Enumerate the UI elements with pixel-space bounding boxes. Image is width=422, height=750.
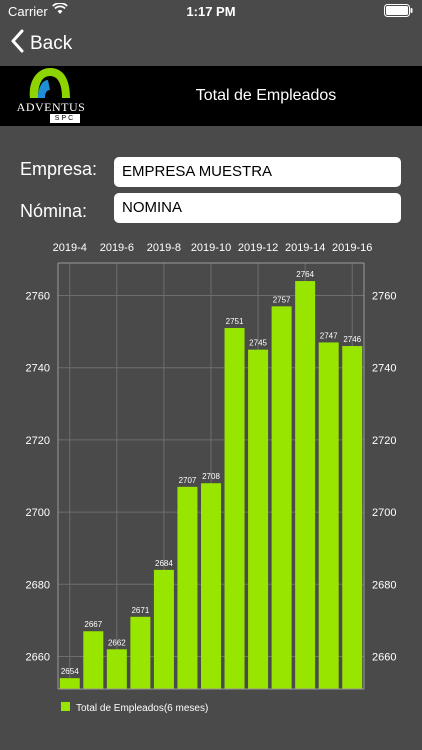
y-tick-label-right: 2660 bbox=[372, 652, 396, 664]
chart-bars bbox=[59, 281, 363, 689]
bar-2019-15 bbox=[318, 342, 339, 689]
adventus-logo: ADVENTUS SPC bbox=[12, 66, 90, 126]
bar-value-label: 2684 bbox=[155, 559, 173, 568]
bar-value-label: 2751 bbox=[226, 317, 244, 326]
bar-2019-5 bbox=[83, 631, 104, 689]
bar-2019-11 bbox=[224, 327, 245, 689]
battery-icon bbox=[384, 4, 414, 20]
y-tick-label-left: 2680 bbox=[26, 579, 50, 591]
back-label: Back bbox=[30, 33, 73, 54]
bar-value-label: 2757 bbox=[273, 295, 291, 304]
x-tick-label: 2019-10 bbox=[191, 242, 231, 254]
y-tick-label-left: 2720 bbox=[26, 435, 50, 447]
bar-value-label: 2745 bbox=[249, 339, 267, 348]
bar-value-label: 2764 bbox=[296, 270, 314, 279]
empresa-field[interactable]: EMPRESA MUESTRA bbox=[114, 157, 401, 187]
bar-2019-12 bbox=[248, 349, 269, 689]
status-bar: Carrier 1:17 PM bbox=[0, 0, 422, 22]
page-title: Total de Empleados bbox=[195, 87, 337, 104]
bar-value-label: 2746 bbox=[343, 335, 361, 344]
bar-value-label: 2747 bbox=[320, 331, 338, 340]
chart-axes bbox=[57, 262, 365, 690]
x-tick-label: 2019-6 bbox=[100, 242, 134, 254]
bar-2019-7 bbox=[130, 616, 151, 689]
carrier-label: Carrier bbox=[8, 4, 48, 19]
logo-subtext: SPC bbox=[50, 114, 80, 123]
back-button[interactable]: Back bbox=[10, 29, 73, 59]
x-tick-label: 2019-4 bbox=[53, 242, 87, 254]
logo-text: ADVENTUS bbox=[16, 100, 86, 114]
bar-2019-8 bbox=[153, 569, 174, 689]
x-tick-label: 2019-12 bbox=[238, 242, 278, 254]
x-tick-label: 2019-14 bbox=[285, 242, 325, 254]
y-tick-label-right: 2740 bbox=[372, 363, 396, 375]
y-tick-label-left: 2740 bbox=[26, 363, 50, 375]
y-tick-label-left: 2660 bbox=[26, 652, 50, 664]
app-header: ADVENTUS SPC Total de Empleados bbox=[0, 66, 422, 126]
y-tick-label-right: 2700 bbox=[372, 507, 396, 519]
empresa-label: Empresa: bbox=[20, 159, 98, 179]
chart-legend: Total de Empleados(6 meses) bbox=[61, 702, 208, 714]
chevron-left-icon bbox=[10, 29, 30, 59]
y-tick-label-right: 2680 bbox=[372, 579, 396, 591]
x-tick-label: 2019-16 bbox=[332, 242, 372, 254]
bar-2019-16 bbox=[342, 346, 363, 689]
bar-value-label: 2671 bbox=[131, 606, 149, 615]
bar-value-label: 2654 bbox=[61, 667, 79, 676]
bar-2019-13 bbox=[271, 306, 292, 689]
clock-time: 1:17 PM bbox=[186, 4, 236, 19]
bar-value-label: 2707 bbox=[179, 476, 197, 485]
wifi-icon bbox=[52, 2, 68, 18]
legend-label: Total de Empleados(6 meses) bbox=[76, 703, 208, 714]
employees-bar-chart: 2660 2660 2680 2680 2700 2700 2720 2720 2740 2740… bbox=[26, 242, 397, 714]
y-tick-label-left: 2760 bbox=[26, 290, 50, 302]
bar-2019-4 bbox=[59, 678, 80, 689]
nomina-label: Nómina: bbox=[20, 201, 88, 221]
bar-value-label: 2662 bbox=[108, 638, 126, 647]
x-tick-label: 2019-8 bbox=[147, 242, 181, 254]
y-tick-label-right: 2720 bbox=[372, 435, 396, 447]
navigation-bar: Back bbox=[0, 22, 422, 66]
bar-2019-6 bbox=[106, 649, 127, 689]
nomina-field[interactable]: NOMINA bbox=[114, 193, 401, 223]
bar-2019-10 bbox=[200, 483, 222, 689]
bar-value-label: 2667 bbox=[84, 620, 102, 629]
legend-swatch bbox=[61, 702, 70, 711]
bar-value-label: 2708 bbox=[202, 472, 220, 481]
y-tick-label-right: 2760 bbox=[372, 290, 396, 302]
y-tick-label-left: 2700 bbox=[26, 507, 50, 519]
bar-2019-9 bbox=[177, 486, 198, 689]
bar-2019-14 bbox=[295, 281, 316, 689]
chart-labels: 2660 2660 2680 2680 2700 2700 2720 2720 2740 2740… bbox=[26, 242, 397, 676]
